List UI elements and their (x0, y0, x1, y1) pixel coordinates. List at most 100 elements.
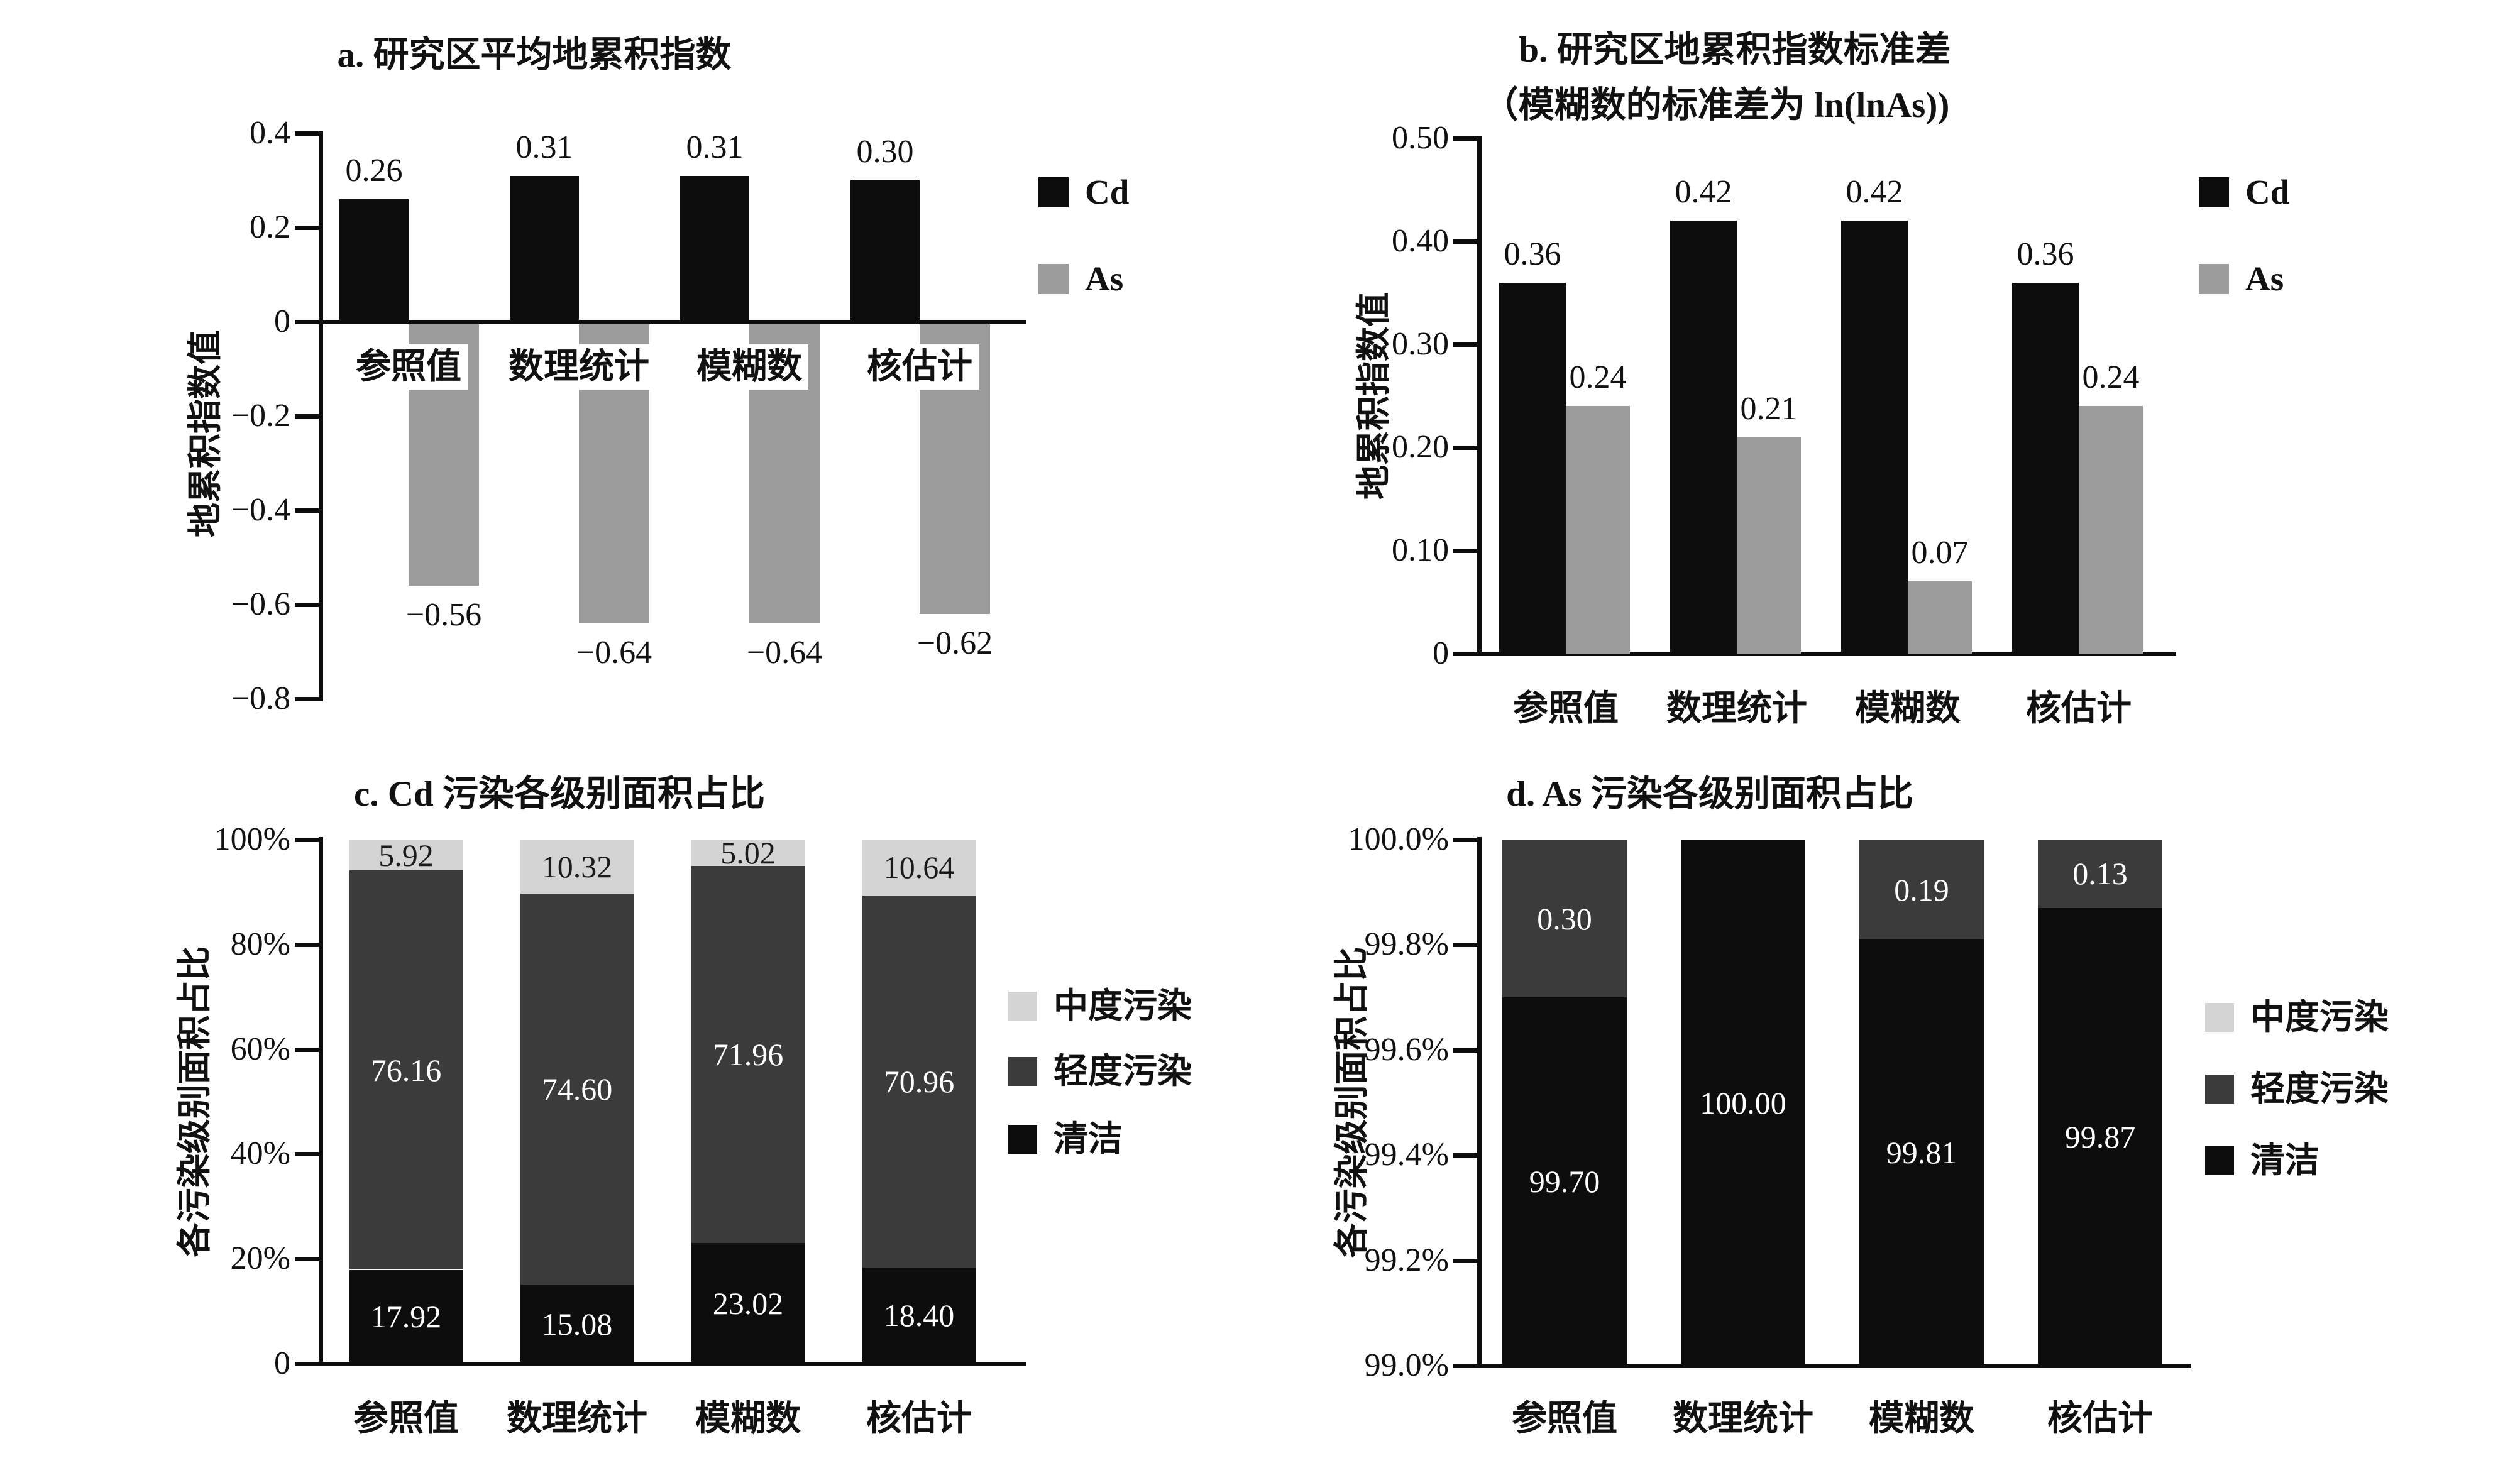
panel-a-y-tick (295, 603, 319, 607)
panel-d-legend-swatch-2 (2205, 1146, 2234, 1175)
panel-d-segment-value-label: 99.70 (1529, 1164, 1600, 1199)
panel-c-legend-label-1: 轻度污染 (1054, 1052, 1192, 1090)
panel-d-legend-label-0: 中度污染 (2250, 998, 2389, 1036)
panel-b-bar-cd-0 (1499, 283, 1566, 654)
panel-a-bar-value-label: 0.31 (686, 129, 744, 165)
panel-d-segment-轻度污染-3 (2038, 840, 2162, 908)
panel-d-segment-value-label: 99.81 (1886, 1135, 1957, 1170)
panel-c-y-tick-label: 80% (230, 926, 290, 962)
panel-a-y-tick-label: 0.2 (250, 209, 290, 245)
panel-c-segment-value-label: 70.96 (883, 1064, 955, 1099)
panel-a-y-tick (295, 414, 319, 419)
panel-b-subtitle: （模糊数的标准差为 ln(lnAs)) (1482, 85, 1950, 125)
panel-b-legend-label-0: Cd (2245, 173, 2290, 211)
panel-a-category-label-1: 数理统计 (502, 344, 656, 390)
panel-b-bar-value-label: 0.24 (2082, 359, 2140, 395)
panel-b-x-axis (1477, 652, 2176, 656)
panel-b-y-tick (1453, 342, 1477, 347)
panel-d-category-label-3: 核估计 (2047, 1400, 2153, 1438)
panel-a-bar-value-label: 0.31 (515, 129, 573, 165)
panel-c-segment-轻度污染-0 (349, 870, 463, 1269)
panel-d-legend-label-2: 清洁 (2250, 1141, 2320, 1180)
panel-c-y-tick-label: 0 (274, 1345, 290, 1381)
panel-a-category-label-2: 模糊数 (690, 344, 808, 390)
panel-b-y-tick (1453, 239, 1477, 244)
panel-c-segment-value-label: 74.60 (541, 1071, 613, 1107)
panel-d-segment-value-label: 0.13 (2072, 856, 2128, 891)
panel-b-category-label-0: 参照值 (1513, 689, 1619, 728)
panel-b-category-label-3: 核估计 (2026, 689, 2132, 728)
panel-d-category-label-2: 模糊数 (1869, 1400, 1974, 1438)
panel-c-y-tick-label: 20% (230, 1241, 290, 1276)
panel-c-legend-swatch-1 (1008, 1057, 1037, 1086)
panel-a-legend-label-0: Cd (1085, 173, 1130, 211)
panel-b-bar-as-0 (1566, 406, 1630, 654)
panel-b-title: b. 研究区地累积指数标准差 (1519, 30, 1951, 70)
panel-a-y-axis (319, 131, 323, 701)
panel-d-y-axis (1477, 837, 1482, 1368)
panel-d-segment-清洁-0 (1502, 997, 1627, 1366)
panel-d-legend-swatch-1 (2205, 1075, 2234, 1104)
panel-c-segment-value-label: 15.08 (541, 1306, 613, 1342)
panel-c-y-tick (295, 1257, 319, 1261)
panel-c-segment-轻度污染-2 (691, 866, 805, 1243)
panel-c-segment-value-label: 10.32 (541, 849, 613, 884)
panel-a-bar-cd-3 (850, 180, 920, 322)
panel-b-bar-value-label: 0.21 (1740, 391, 1798, 427)
panel-a-y-tick-label: −0.6 (231, 586, 290, 622)
panel-d-segment-清洁-3 (2038, 908, 2162, 1366)
panel-a-y-tick (295, 508, 319, 513)
panel-c-segment-中度污染-2 (691, 840, 805, 866)
panel-c-y-tick (295, 1152, 319, 1156)
panel-b-bar-value-label: 0.24 (1569, 359, 1627, 395)
panel-b-category-label-2: 模糊数 (1855, 689, 1961, 728)
panel-a-bar-value-label: −0.64 (576, 635, 652, 671)
panel-a-bar-cd-0 (339, 199, 409, 322)
panel-c-category-label-0: 参照值 (353, 1400, 459, 1438)
panel-c-segment-中度污染-0 (349, 840, 463, 870)
panel-c-y-tick-label: 60% (230, 1031, 290, 1067)
panel-b-bar-cd-2 (1841, 221, 1908, 654)
panel-c-category-label-2: 模糊数 (695, 1400, 801, 1438)
panel-c-segment-value-label: 10.64 (883, 850, 955, 885)
panel-c-legend-swatch-2 (1008, 1125, 1037, 1154)
panel-c-y-tick (295, 943, 319, 947)
panel-a-y-tick-label: −0.4 (231, 492, 290, 528)
panel-b-category-label-1: 数理统计 (1666, 689, 1807, 728)
panel-c-y-tick-label: 100% (214, 821, 290, 857)
panel-d-segment-清洁-1 (1681, 840, 1805, 1366)
panel-a-y-tick-label: −0.8 (231, 681, 290, 716)
panel-d-y-tick-label: 99.6% (1364, 1032, 1449, 1068)
panel-c-segment-轻度污染-3 (862, 896, 976, 1268)
panel-b-y-tick-label: 0.10 (1392, 532, 1449, 568)
panel-d-y-tick (1453, 838, 1477, 842)
panel-d-x-axis (1477, 1364, 2191, 1368)
panel-a-legend-swatch-0 (1038, 177, 1069, 207)
panel-d-y-tick-label: 99.2% (1364, 1242, 1449, 1278)
panel-b-y-tick-label: 0.20 (1392, 429, 1449, 465)
panel-b-y-axis-label: 地累积指数值 (1355, 292, 1393, 500)
panel-a-bar-value-label: 0.30 (856, 134, 914, 170)
panel-c-segment-清洁-1 (520, 1284, 634, 1364)
panel-d-title: d. As 污染各级别面积占比 (1506, 774, 1913, 814)
panel-a-x-axis (319, 320, 1026, 324)
panel-c-y-axis (319, 837, 323, 1366)
panel-d-legend-label-1: 轻度污染 (2250, 1070, 2389, 1108)
panel-a-bar-value-label: 0.26 (345, 153, 403, 189)
panel-b-y-tick-label: 0 (1433, 635, 1449, 671)
panel-b-bar-cd-1 (1670, 221, 1737, 654)
panel-c-title: c. Cd 污染各级别面积占比 (354, 774, 765, 814)
panel-c-legend-swatch-0 (1008, 992, 1037, 1021)
panel-a-bar-value-label: −0.56 (405, 597, 482, 633)
panel-d-y-tick (1453, 1048, 1477, 1053)
panel-b-bar-cd-3 (2012, 283, 2079, 654)
panel-a-bar-value-label: −0.62 (916, 625, 993, 661)
panel-c-category-label-1: 数理统计 (507, 1400, 647, 1438)
panel-c-x-axis (319, 1362, 1026, 1366)
panel-c-segment-清洁-2 (691, 1243, 805, 1364)
panel-d-segment-value-label: 99.87 (2064, 1119, 2136, 1154)
panel-c-segment-清洁-0 (349, 1270, 463, 1364)
panel-c-y-tick-label: 40% (230, 1136, 290, 1171)
panel-a-legend-swatch-1 (1038, 264, 1069, 294)
